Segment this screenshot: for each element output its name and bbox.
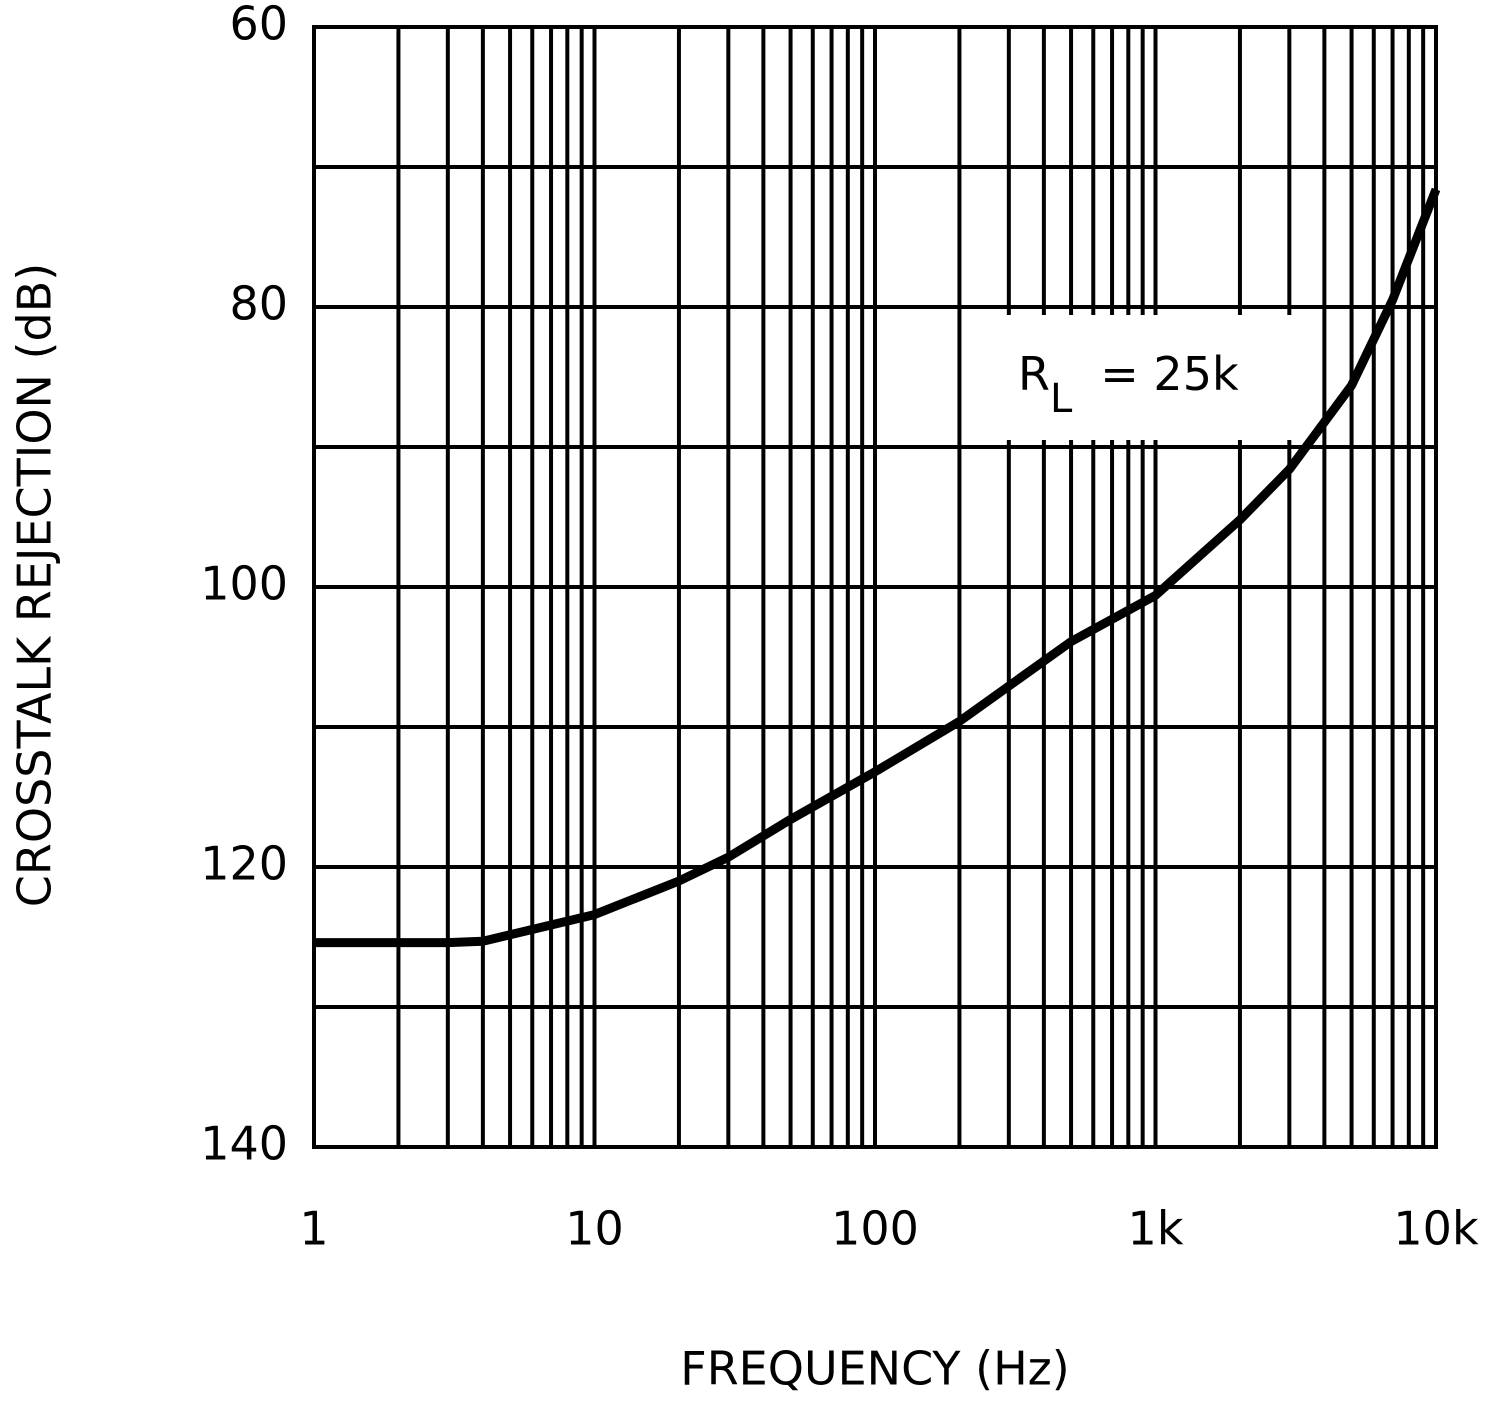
y-tick-label: 100 <box>200 557 288 611</box>
x-tick-label: 100 <box>831 1202 919 1256</box>
data-line <box>314 187 1441 948</box>
y-tick-label: 140 <box>200 1117 288 1171</box>
y-tick-label: 60 <box>229 0 288 51</box>
x-tick-label: 10 <box>565 1202 624 1256</box>
x-tick-label: 1 <box>299 1202 328 1256</box>
annotation-main: R <box>1018 347 1050 401</box>
y-tick-label: 80 <box>229 277 288 331</box>
annotation-sub: L <box>1050 376 1073 422</box>
annotation: RL = 25k <box>1018 347 1239 423</box>
x-tick-label: 10k <box>1393 1202 1479 1256</box>
annotation-background <box>1005 315 1305 440</box>
annotation-tail: = 25k <box>1100 347 1239 401</box>
plot-frame <box>312 25 1438 1149</box>
x-axis-label: FREQUENCY (Hz) <box>680 1342 1070 1396</box>
y-tick-label: 120 <box>200 837 288 891</box>
y-axis-label: CROSSTALK REJECTION (dB) <box>8 263 62 907</box>
x-tick-label: 1k <box>1128 1202 1184 1256</box>
